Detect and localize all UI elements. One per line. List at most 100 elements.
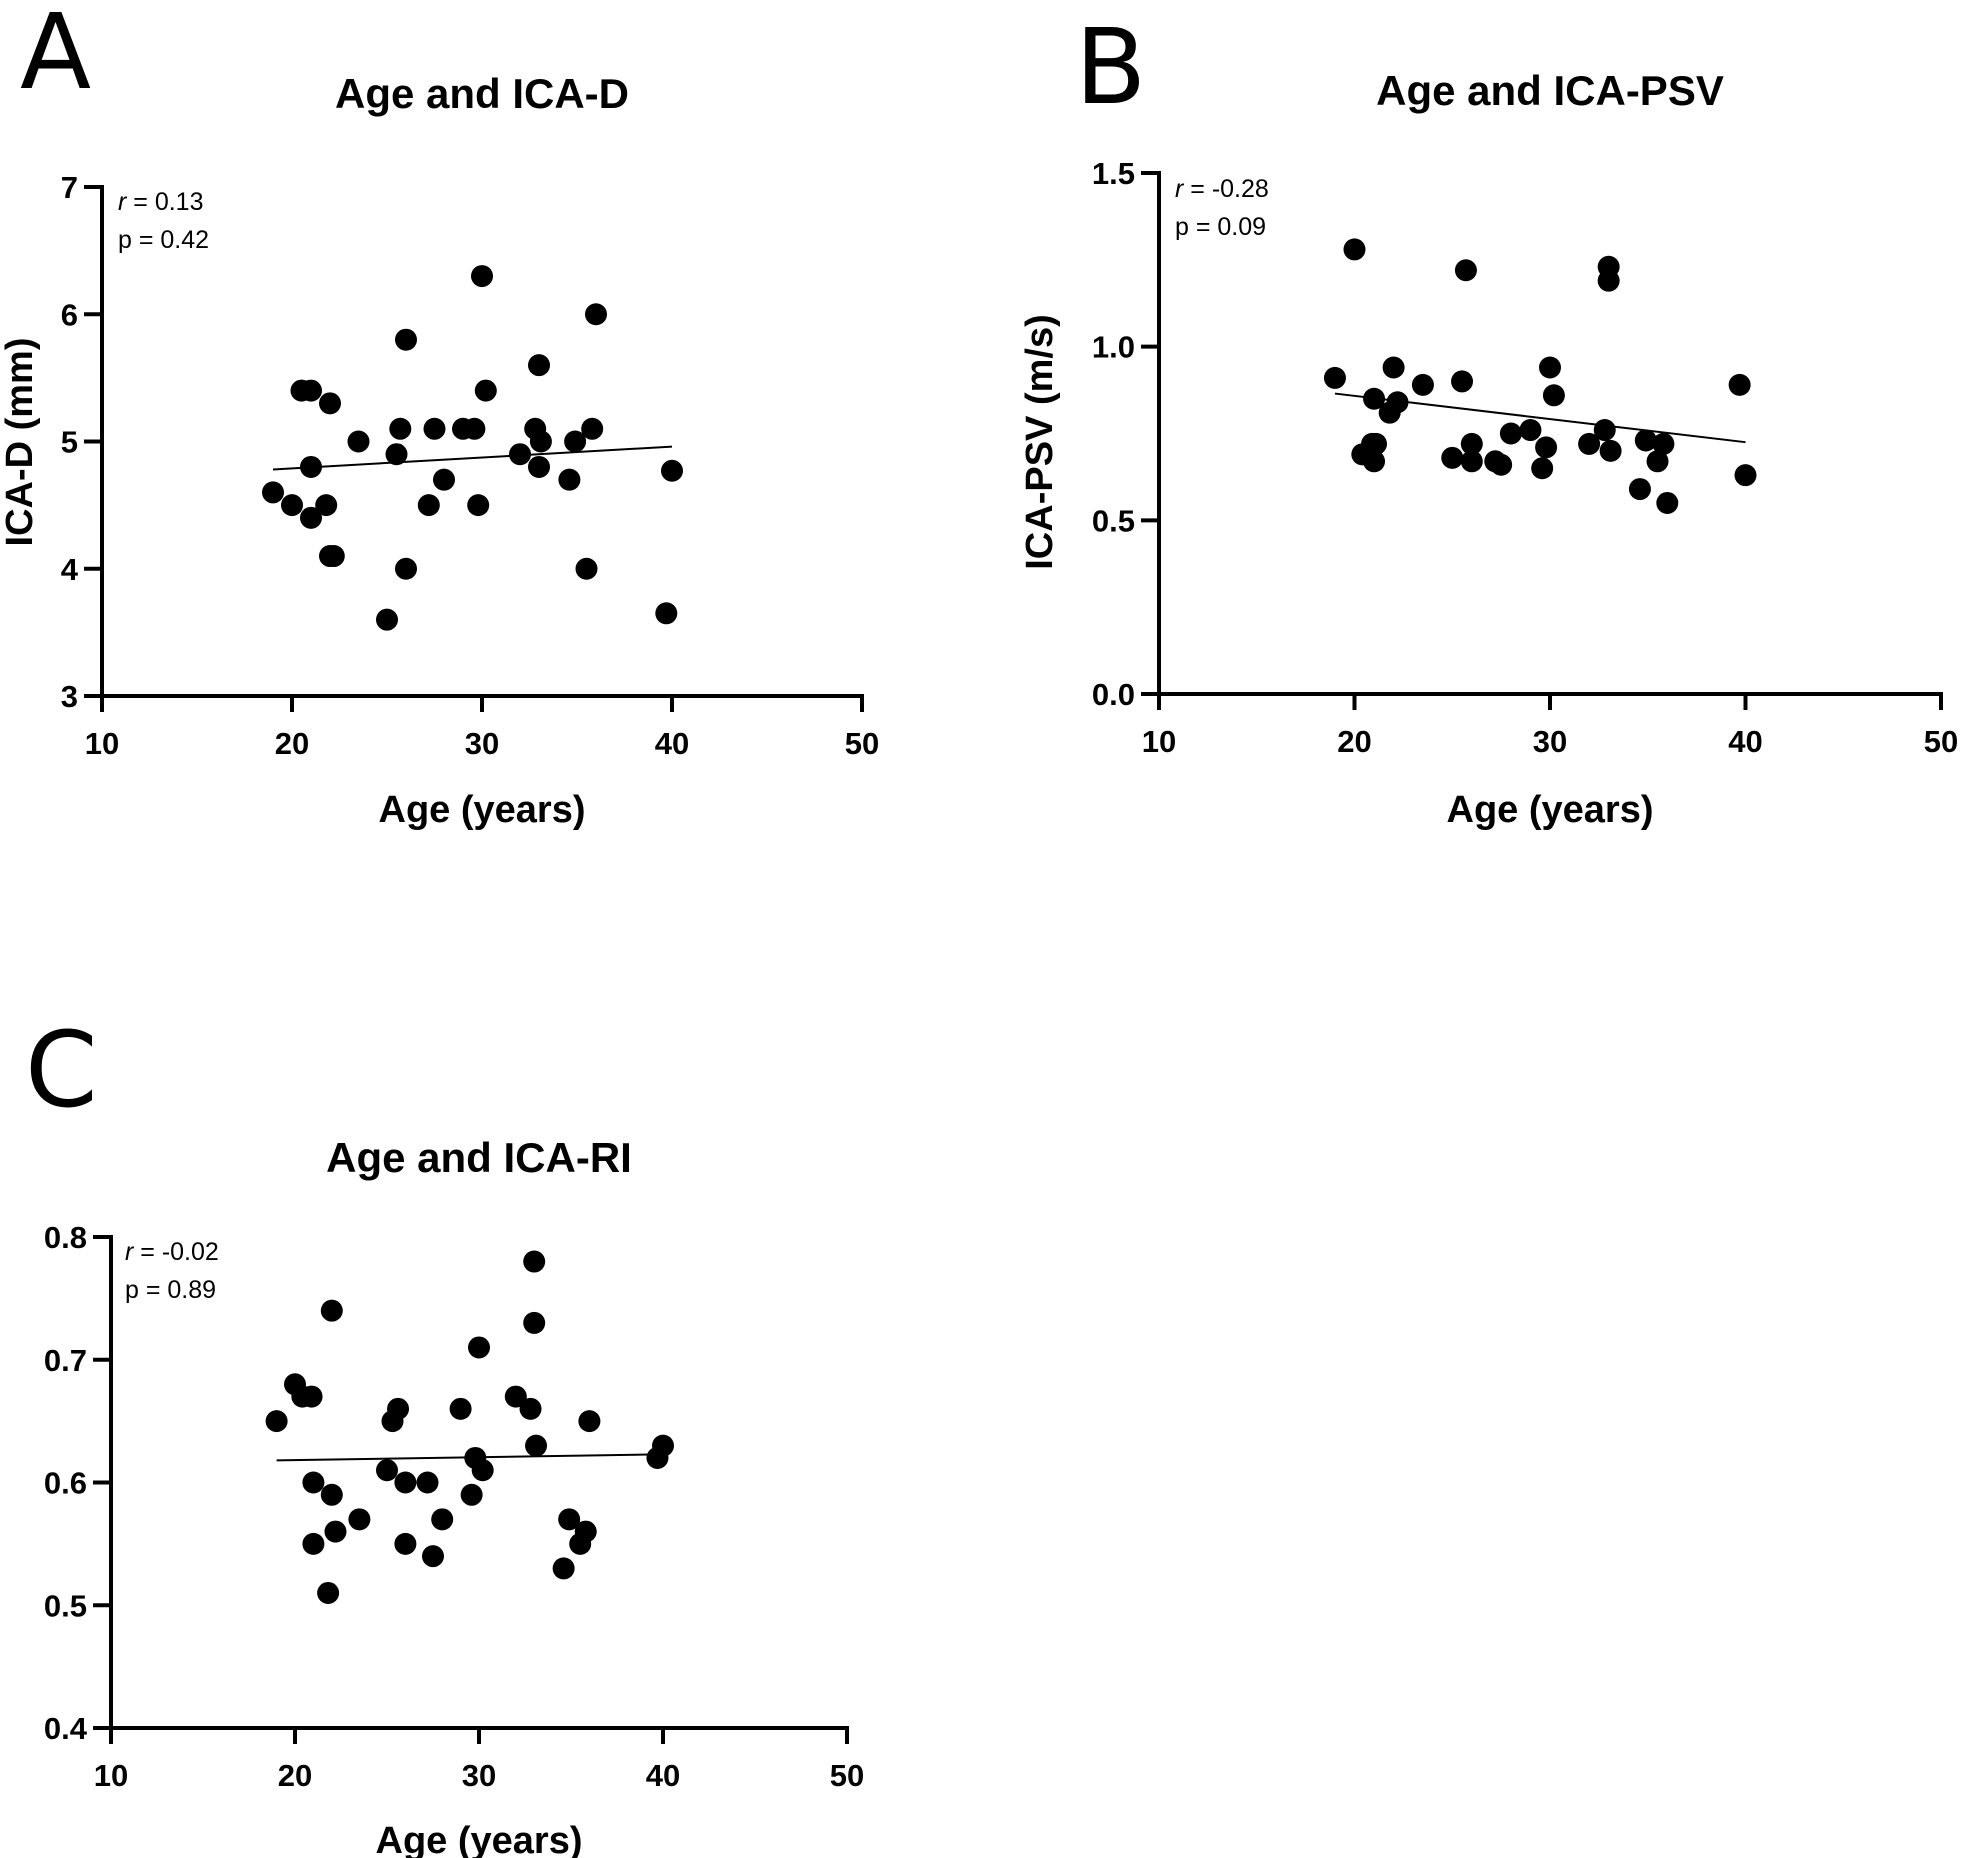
data-point (302, 1532, 325, 1555)
data-point (504, 1385, 527, 1408)
x-tick-label: 40 (646, 1758, 680, 1793)
data-point (468, 1336, 490, 1359)
x-tick-label: 40 (655, 726, 689, 761)
data-point (1599, 439, 1622, 462)
data-point (523, 1250, 546, 1273)
data-point (300, 455, 322, 478)
y-tick-label: 1.0 (1092, 330, 1135, 365)
panel-a: A Age and ICA-D 10 20 30 40 50 3 4 5 6 7 Age (years)… (0, 0, 879, 831)
x-tick-label: 10 (1142, 724, 1176, 759)
y-tick-label: 1.5 (1092, 156, 1135, 191)
data-point (387, 1397, 410, 1420)
r-symbol: r (125, 1238, 135, 1266)
data-point (1539, 356, 1561, 379)
data-point (320, 1483, 343, 1506)
p-value-label: p = 0.42 (118, 226, 209, 254)
data-point (1656, 491, 1679, 514)
data-point (300, 1385, 323, 1408)
r-symbol: r (118, 188, 128, 216)
r-value-label: r = -0.02 (125, 1238, 219, 1266)
y-tick-label: 3 (61, 679, 78, 714)
r-value: = 0.13 (126, 188, 203, 216)
y-tick-label: 0.6 (44, 1466, 87, 1501)
data-point (376, 1459, 398, 1482)
x-tick-label: 10 (85, 726, 119, 761)
data-point (509, 443, 531, 466)
data-point (1734, 464, 1757, 487)
y-axis-label: ICA-PSV (m/s) (1019, 314, 1061, 569)
data-point (1451, 370, 1474, 393)
data-point (1382, 356, 1405, 379)
data-point (281, 494, 303, 517)
data-point (1593, 419, 1616, 442)
data-point (463, 417, 486, 440)
data-point (416, 1471, 439, 1494)
data-point (578, 1410, 601, 1433)
data-point (1646, 450, 1669, 473)
y-tick-label: 0.5 (1092, 503, 1135, 538)
data-point (376, 608, 398, 631)
chart-title: Age and ICA-PSV (1376, 67, 1724, 114)
data-point (575, 557, 598, 580)
r-value: = -0.02 (133, 1238, 218, 1266)
p-value-label: p = 0.89 (125, 1276, 216, 1304)
data-point (395, 328, 417, 351)
panel-b: B Age and ICA-PSV 10 20 30 40 50 0.0 0.5 1.0 1.5 Ag… (1019, 6, 1958, 831)
data-point (574, 1520, 597, 1543)
x-tick-label: 50 (845, 726, 879, 761)
data-point (317, 1581, 340, 1604)
y-tick-label: 6 (61, 297, 78, 332)
data-point (322, 545, 345, 568)
data-point (652, 1434, 674, 1457)
y-tick-label: 7 (61, 170, 78, 205)
data-point (302, 1471, 325, 1494)
data-point (523, 1311, 546, 1334)
x-tick-label: 20 (278, 1758, 312, 1793)
y-tick-label: 0.7 (44, 1343, 87, 1378)
data-point (564, 430, 587, 453)
x-axis-label: Age (years) (379, 789, 586, 831)
data-point (1652, 432, 1675, 455)
data-point (1365, 432, 1388, 455)
data-point (661, 459, 683, 482)
data-point (395, 557, 417, 580)
data-point (552, 1557, 575, 1580)
x-axis-label: Age (years) (1447, 789, 1654, 831)
data-point (394, 1532, 417, 1555)
data-point (423, 417, 446, 440)
data-point (655, 602, 678, 625)
x-tick-label: 30 (1533, 724, 1567, 759)
r-value-label: r = 0.13 (118, 188, 203, 216)
data-point (300, 379, 322, 402)
data-point (315, 494, 338, 517)
data-point (585, 303, 607, 326)
x-tick-label: 10 (94, 1758, 128, 1793)
r-symbol: r (1175, 175, 1185, 203)
data-point (1460, 432, 1483, 455)
y-tick-label: 0.0 (1092, 677, 1135, 712)
data-point (471, 265, 493, 288)
y-tick-label: 0.5 (44, 1588, 87, 1623)
data-point (1454, 259, 1477, 282)
data-point (1519, 419, 1542, 442)
panel-letter: C (25, 1009, 98, 1131)
data-point (320, 1299, 343, 1322)
data-point (433, 468, 455, 491)
data-point (1363, 387, 1386, 410)
data-point (1460, 450, 1483, 473)
data-point (347, 430, 370, 453)
r-value-label: r = -0.28 (1175, 175, 1269, 203)
data-point (1411, 373, 1434, 396)
x-tick-label: 30 (462, 1758, 496, 1793)
panel-letter: B (1075, 6, 1146, 128)
data-point (417, 494, 440, 517)
data-point (1597, 269, 1620, 292)
y-tick-label: 0.8 (44, 1220, 87, 1255)
data-point (1531, 457, 1554, 480)
panel-letter: A (20, 0, 91, 113)
x-tick-label: 40 (1728, 724, 1762, 759)
data-point (1323, 366, 1346, 389)
chart-title: Age and ICA-D (335, 70, 629, 117)
data-point (1386, 391, 1409, 414)
x-tick-label: 30 (465, 726, 499, 761)
